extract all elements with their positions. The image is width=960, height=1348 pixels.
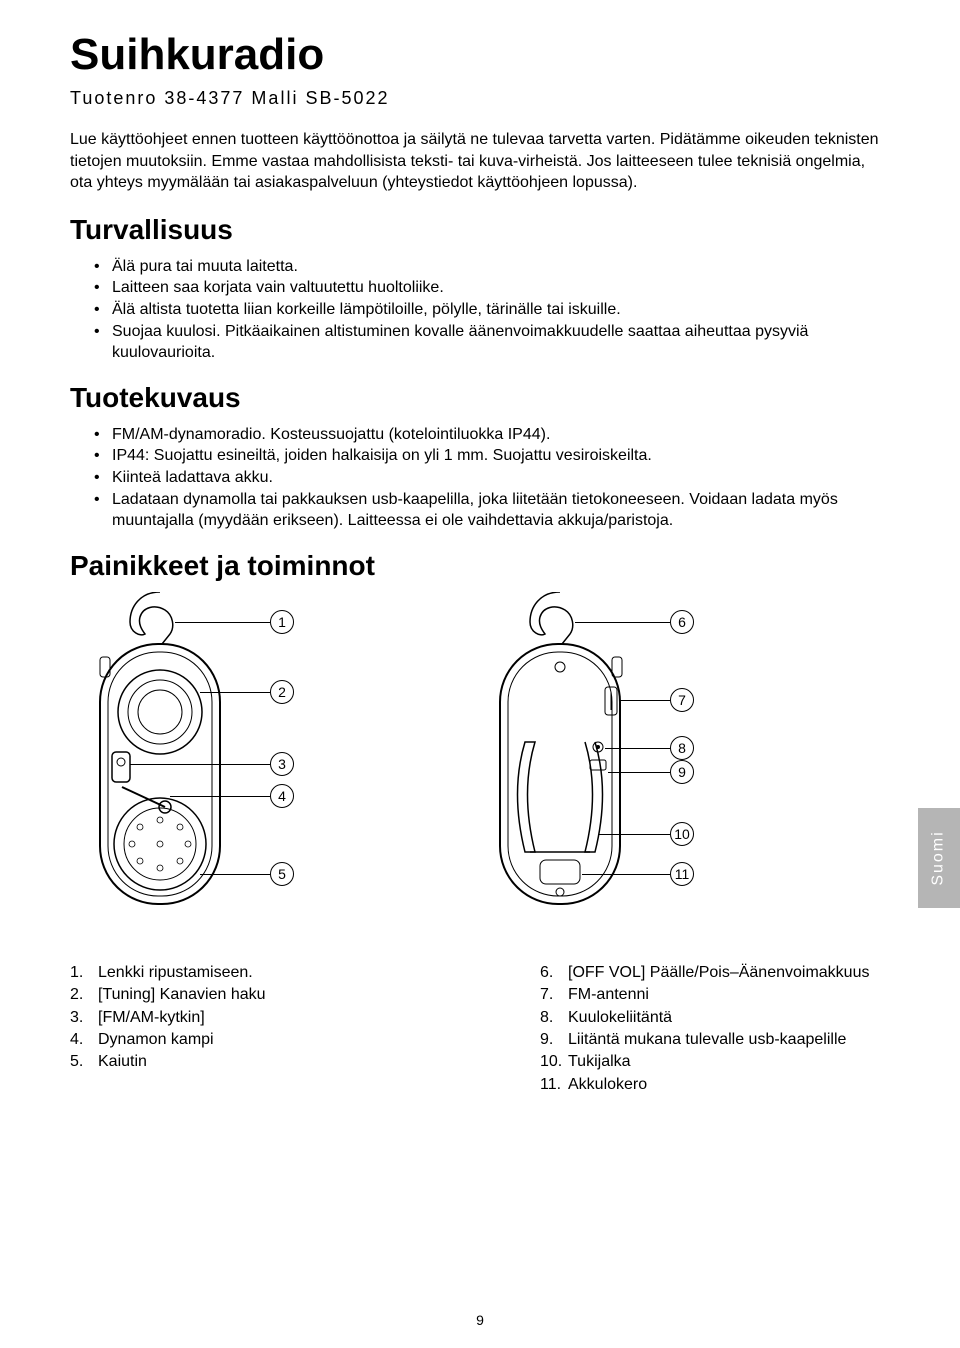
list-item: Ladataan dynamolla tai pakkauksen usb-ka… bbox=[94, 489, 890, 532]
product-subtitle: Tuotenro 38-4377 Malli SB-5022 bbox=[70, 88, 890, 109]
safety-heading: Turvallisuus bbox=[70, 214, 890, 246]
list-item: FM/AM-dynamoradio. Kosteussuojattu (kote… bbox=[94, 424, 890, 446]
callout-5: 5 bbox=[270, 862, 294, 886]
list-item: IP44: Suojattu esineiltä, joiden halkais… bbox=[94, 445, 890, 467]
legend-item: 5. Kaiutin bbox=[70, 1051, 420, 1073]
callout-8: 8 bbox=[670, 736, 694, 760]
legend-item: 9. Liitäntä mukana tulevalle usb-kaapeli… bbox=[540, 1029, 890, 1051]
list-item: Suojaa kuulosi. Pitkäaikainen altistumin… bbox=[94, 321, 890, 364]
legend-num: 5. bbox=[70, 1051, 98, 1073]
legend-text: FM-antenni bbox=[568, 984, 649, 1006]
legend-item: 10. Tukijalka bbox=[540, 1051, 890, 1073]
callout-10: 10 bbox=[670, 822, 694, 846]
legend-left-column: 1. Lenkki ripustamiseen. 2. [Tuning] Kan… bbox=[70, 962, 420, 1096]
legend-right-column: 6. [OFF VOL] Päälle/Pois–Äänenvoimakkuus… bbox=[540, 962, 890, 1096]
legend-item: 7. FM-antenni bbox=[540, 984, 890, 1006]
callout-9: 9 bbox=[670, 760, 694, 784]
legend-num: 3. bbox=[70, 1007, 98, 1029]
callout-7: 7 bbox=[670, 688, 694, 712]
diagrams-container: 1 2 3 4 5 bbox=[70, 592, 890, 922]
legend-num: 9. bbox=[540, 1029, 568, 1051]
legend-num: 8. bbox=[540, 1007, 568, 1029]
legend-item: 6. [OFF VOL] Päälle/Pois–Äänenvoimakkuus bbox=[540, 962, 890, 984]
legend-text: [Tuning] Kanavien haku bbox=[98, 984, 266, 1006]
legend-num: 7. bbox=[540, 984, 568, 1006]
legend-text: [OFF VOL] Päälle/Pois–Äänenvoimakkuus bbox=[568, 962, 869, 984]
safety-list: Älä pura tai muuta laitetta. Laitteen sa… bbox=[94, 256, 890, 364]
callout-1: 1 bbox=[270, 610, 294, 634]
description-list: FM/AM-dynamoradio. Kosteussuojattu (kote… bbox=[94, 424, 890, 532]
legend-text: Liitäntä mukana tulevalle usb-kaapelille bbox=[568, 1029, 846, 1051]
page-title: Suihkuradio bbox=[70, 30, 890, 80]
diagram-back: 6 7 8 9 10 11 bbox=[470, 592, 750, 922]
legend-item: 2. [Tuning] Kanavien haku bbox=[70, 984, 420, 1006]
legend-text: Kaiutin bbox=[98, 1051, 147, 1073]
legend-text: Lenkki ripustamiseen. bbox=[98, 962, 253, 984]
list-item: Laitteen saa korjata vain valtuutettu hu… bbox=[94, 277, 890, 299]
controls-heading: Painikkeet ja toiminnot bbox=[70, 550, 890, 582]
language-tab-label: Suomi bbox=[930, 830, 948, 885]
legend-text: Dynamon kampi bbox=[98, 1029, 214, 1051]
legend-num: 4. bbox=[70, 1029, 98, 1051]
legend-text: Akkulokero bbox=[568, 1074, 647, 1096]
legend-item: 8. Kuulokeliitäntä bbox=[540, 1007, 890, 1029]
legend-item: 3. [FM/AM-kytkin] bbox=[70, 1007, 420, 1029]
list-item: Kiinteä ladattava akku. bbox=[94, 467, 890, 489]
radio-back-icon bbox=[470, 592, 650, 922]
legend-num: 11. bbox=[540, 1074, 568, 1096]
legend-text: Tukijalka bbox=[568, 1051, 631, 1073]
language-tab: Suomi bbox=[918, 808, 960, 908]
legend-text: Kuulokeliitäntä bbox=[568, 1007, 672, 1029]
callout-6: 6 bbox=[670, 610, 694, 634]
radio-front-icon bbox=[70, 592, 250, 922]
callout-4: 4 bbox=[270, 784, 294, 808]
description-heading: Tuotekuvaus bbox=[70, 382, 890, 414]
page-number: 9 bbox=[476, 1312, 484, 1328]
legend-num: 6. bbox=[540, 962, 568, 984]
legend-item: 4. Dynamon kampi bbox=[70, 1029, 420, 1051]
legend-item: 1. Lenkki ripustamiseen. bbox=[70, 962, 420, 984]
callout-11: 11 bbox=[670, 862, 694, 886]
list-item: Älä pura tai muuta laitetta. bbox=[94, 256, 890, 278]
legend-item: 11. Akkulokero bbox=[540, 1074, 890, 1096]
legend-num: 10. bbox=[540, 1051, 568, 1073]
legend-num: 2. bbox=[70, 984, 98, 1006]
intro-paragraph: Lue käyttöohjeet ennen tuotteen käyttöön… bbox=[70, 129, 890, 194]
callout-2: 2 bbox=[270, 680, 294, 704]
legend-text: [FM/AM-kytkin] bbox=[98, 1007, 205, 1029]
list-item: Älä altista tuotetta liian korkeille läm… bbox=[94, 299, 890, 321]
diagram-front: 1 2 3 4 5 bbox=[70, 592, 350, 922]
legend-container: 1. Lenkki ripustamiseen. 2. [Tuning] Kan… bbox=[70, 962, 890, 1096]
legend-num: 1. bbox=[70, 962, 98, 984]
callout-3: 3 bbox=[270, 752, 294, 776]
